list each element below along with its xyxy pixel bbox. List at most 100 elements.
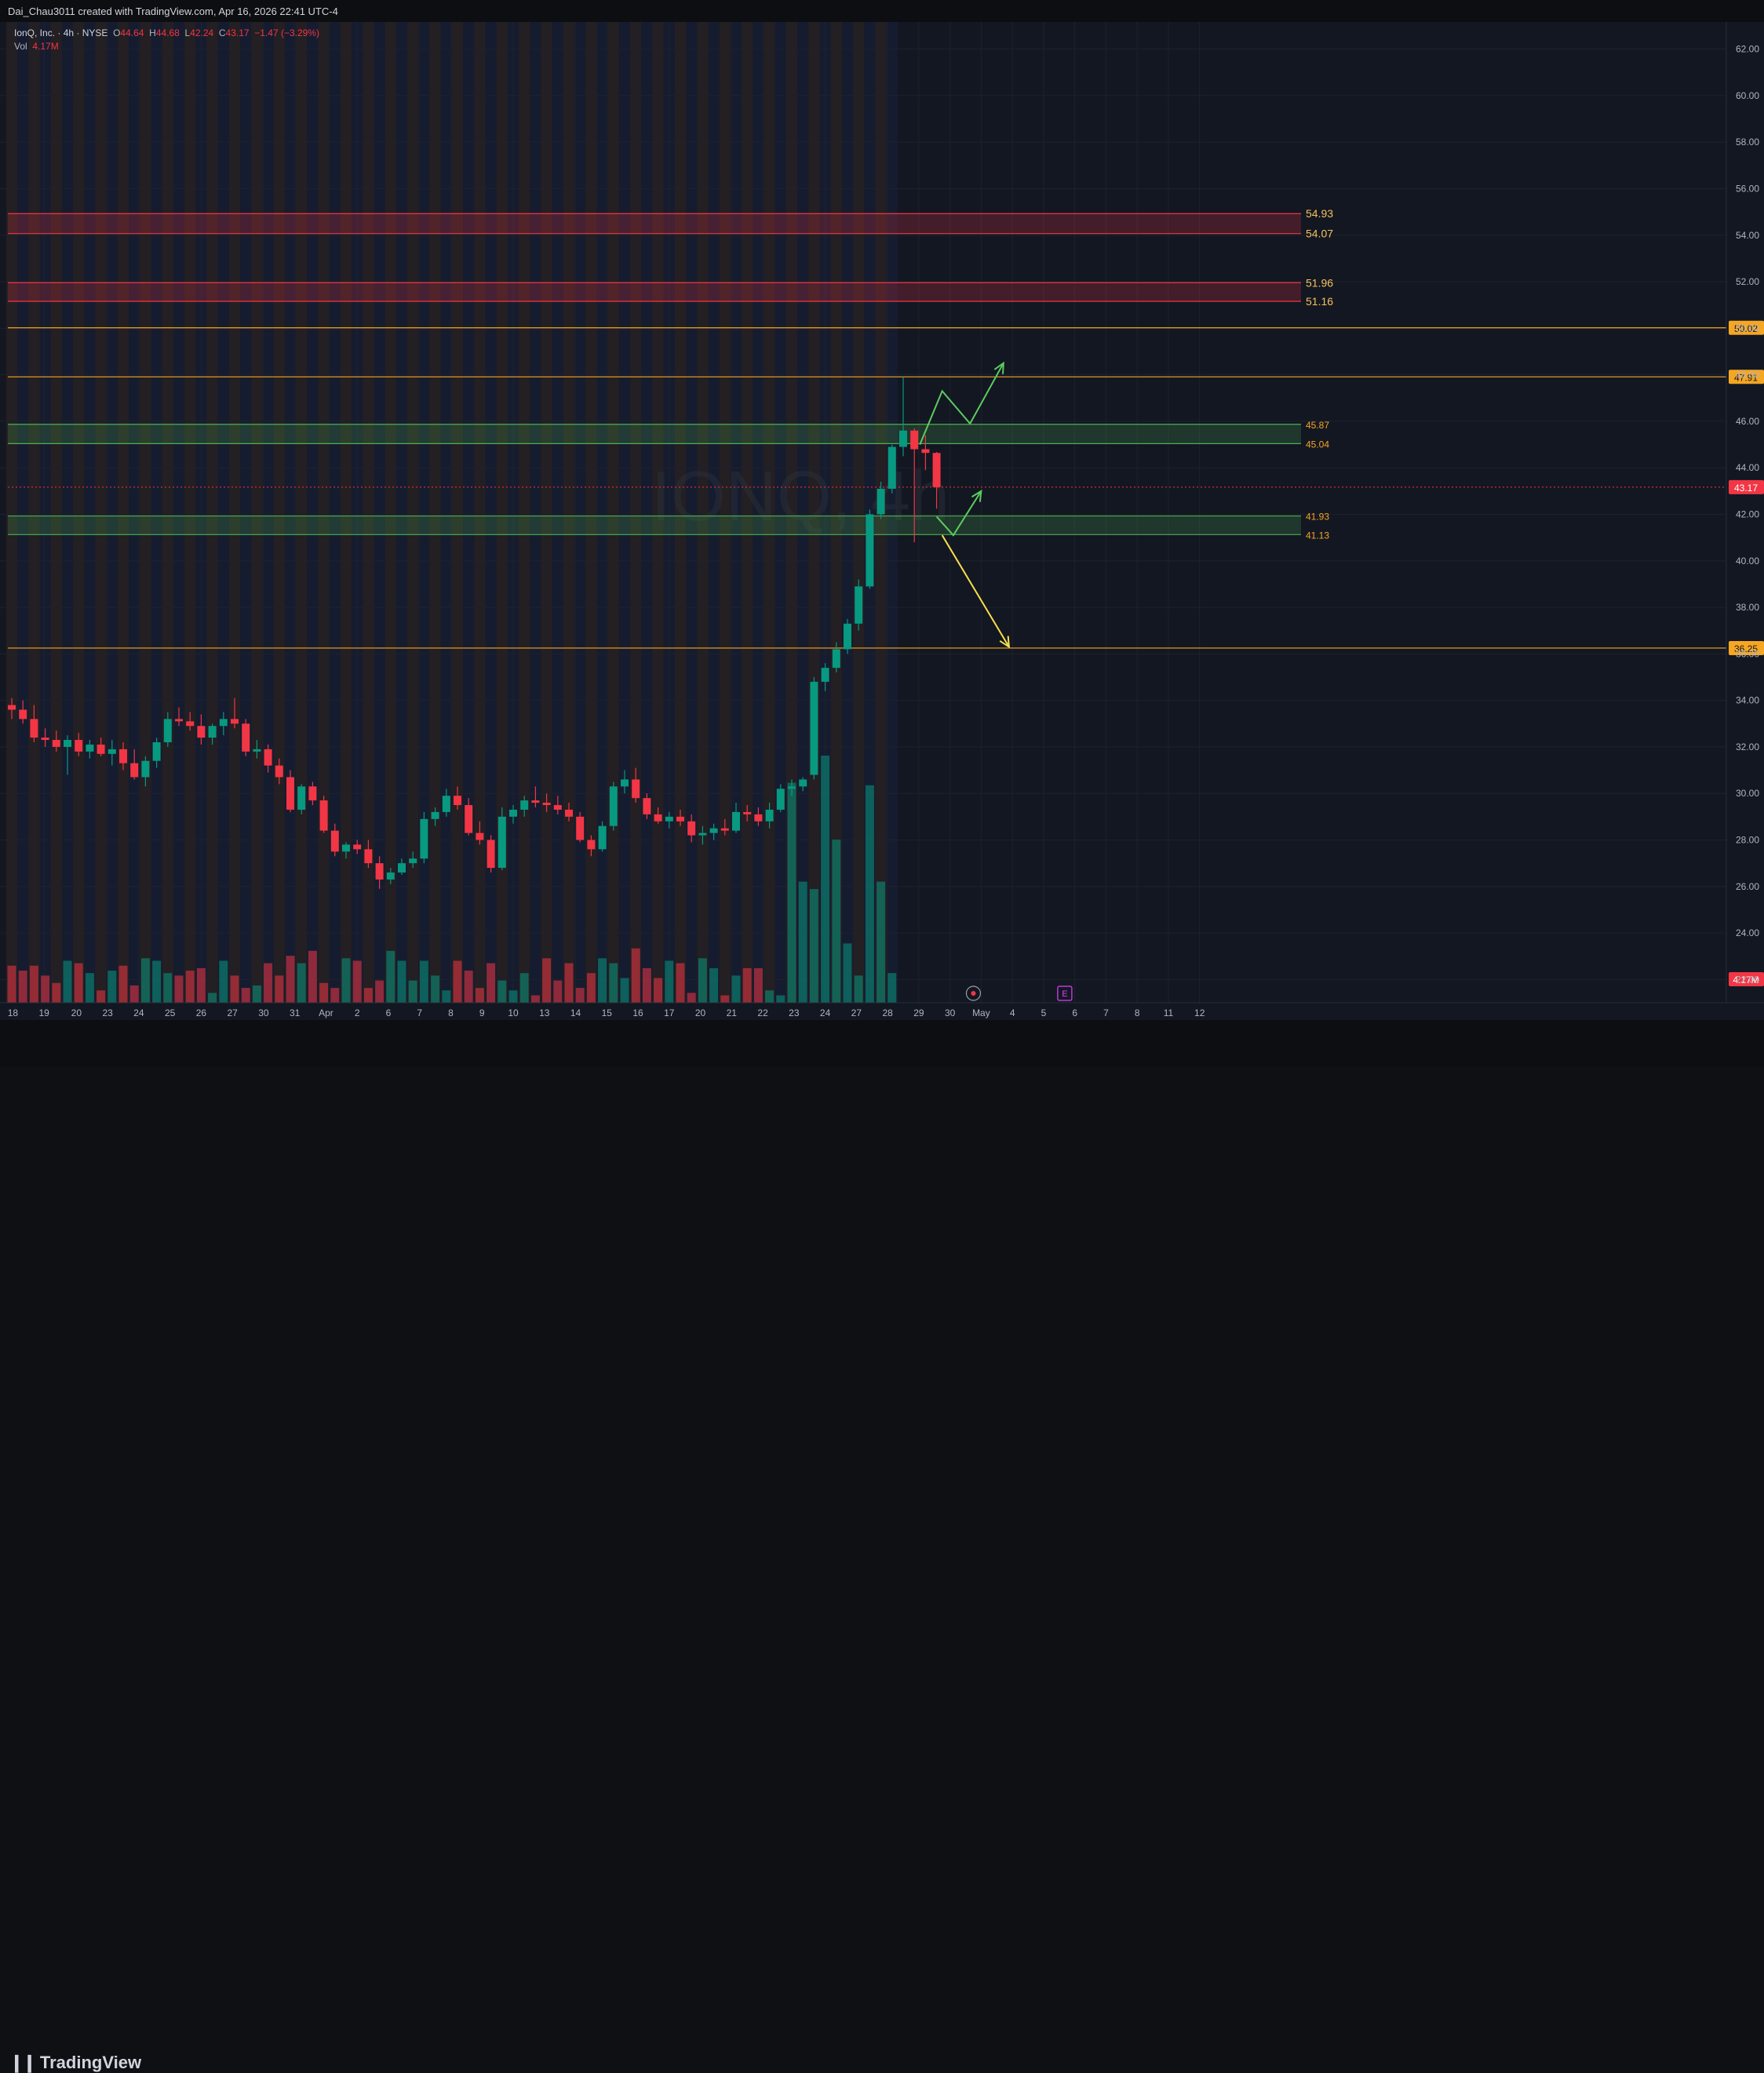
- time-tick-label: 21: [727, 1007, 738, 1018]
- volume-bar: [731, 975, 741, 1003]
- candle-body: [776, 789, 785, 810]
- price-tick-label: 22.00: [1736, 974, 1759, 985]
- volume-bar: [698, 958, 707, 1003]
- zone-support: [8, 516, 1301, 535]
- scenario-path: [941, 534, 1010, 647]
- candle-body: [242, 723, 250, 752]
- volume-bar: [598, 958, 607, 1003]
- candle-body: [665, 816, 673, 822]
- dividend-marker-dot: [971, 991, 976, 996]
- price-tick-label: 38.00: [1736, 602, 1759, 613]
- volume-bar: [397, 960, 406, 1003]
- candle-body: [698, 832, 707, 836]
- volume-bar: [63, 960, 72, 1003]
- time-tick-label: 13: [539, 1007, 550, 1018]
- symbol-name: IonQ, Inc. · 4h · NYSE: [14, 27, 108, 38]
- candlestick-series: [8, 377, 941, 889]
- volume-bar: [241, 988, 250, 1003]
- candle-body: [208, 726, 217, 738]
- time-tick-label: 8: [1135, 1007, 1140, 1018]
- created-by-text: Dai_Chau3011 created with TradingView.co…: [8, 5, 338, 17]
- time-tick-label: 18: [8, 1007, 19, 1018]
- candle-body: [119, 749, 127, 763]
- session-band: [95, 22, 107, 1003]
- candle-body: [576, 816, 585, 840]
- candle-body: [342, 844, 350, 852]
- time-tick-label: 24: [820, 1007, 831, 1018]
- price-tick-label: 40.00: [1736, 556, 1759, 567]
- key-levels: 50.02 47.91 36.25 43.17 4.17M: [8, 320, 1764, 986]
- session-band: [674, 22, 687, 1003]
- volume-bar: [208, 993, 217, 1003]
- key-level-label: 36.25: [1734, 643, 1758, 654]
- candle-body: [197, 726, 206, 738]
- candle-body: [654, 814, 662, 822]
- candle-body: [932, 453, 941, 487]
- candle-body: [219, 719, 228, 727]
- volume-bar: [375, 980, 385, 1003]
- session-band: [652, 22, 664, 1003]
- time-tick-label: 28: [882, 1007, 893, 1018]
- zone-bottom-label: 41.13: [1306, 530, 1329, 541]
- zone-resistance: [8, 213, 1301, 234]
- scenario-arrows: [919, 361, 1011, 649]
- tradingview-logo[interactable]: ❙❙ TradingView: [9, 2053, 141, 2073]
- session-band: [451, 22, 464, 1003]
- volume-bar: [821, 756, 830, 1003]
- symbol-legend: IonQ, Inc. · 4h · NYSE O44.64 H44.68 L42…: [14, 27, 319, 53]
- candle-body: [30, 719, 38, 738]
- tradingview-chart-screenshot: Dai_Chau3011 created with TradingView.co…: [0, 5, 1764, 2072]
- session-band: [841, 22, 854, 1003]
- brand-name: TradingView: [39, 2053, 142, 2072]
- candle-body: [152, 742, 161, 761]
- session-band: [318, 22, 330, 1003]
- price-chart[interactable]: IONQ, 4h 54.93 54.07 51.96 51.16 45.87 45.04 4…: [0, 22, 1764, 1020]
- candle-body: [8, 705, 16, 710]
- zone-top-label: 45.87: [1306, 420, 1329, 431]
- session-band: [17, 22, 29, 1003]
- session-band: [541, 22, 552, 1003]
- time-tick-label: 16: [632, 1007, 643, 1018]
- time-tick-label: 19: [39, 1007, 50, 1018]
- time-tick-label: 7: [417, 1007, 422, 1018]
- candle-body: [743, 811, 752, 814]
- candle-body: [41, 738, 49, 741]
- session-band: [686, 22, 698, 1003]
- time-axis[interactable]: 18 19 20 23 24 25 26 27 30 31 Apr 2 6 7 8 9 10 13 14 15 16 17…: [0, 1002, 1764, 1018]
- close-label: C: [218, 27, 226, 38]
- candle-body: [420, 818, 428, 859]
- price-axis[interactable]: 22.00 24.00 26.00 28.00 30.00 32.00 34.00 36.00…: [1726, 22, 1759, 1003]
- session-band: [395, 22, 408, 1003]
- volume-bar: [832, 840, 841, 1003]
- time-tick-label: 10: [508, 1007, 519, 1018]
- time-tick-label: Apr: [319, 1007, 333, 1018]
- candle-body: [364, 849, 373, 864]
- last-volume-label: 4.17M: [1733, 975, 1759, 985]
- volume-bar: [709, 967, 719, 1003]
- candle-body: [130, 763, 139, 778]
- time-tick-label: 5: [1041, 1007, 1047, 1018]
- scenario-path: [919, 363, 1004, 445]
- candle-body: [855, 586, 863, 624]
- time-tick-label: 23: [789, 1007, 800, 1018]
- candle-body: [821, 668, 829, 682]
- candle-body: [186, 721, 195, 727]
- volume-bar: [787, 782, 796, 1003]
- time-tick-label: 8: [448, 1007, 454, 1018]
- key-level-badge: [1729, 640, 1764, 655]
- volume-bar: [676, 963, 685, 1003]
- session-band: [708, 22, 720, 1003]
- candle-body: [64, 740, 71, 747]
- volume-bar: [765, 990, 774, 1003]
- candle-body: [720, 828, 729, 831]
- candle-body: [264, 749, 272, 766]
- candle-body: [887, 446, 896, 489]
- time-tick-label: 20: [695, 1007, 706, 1018]
- candle-body: [520, 800, 529, 810]
- price-tick-label: 46.00: [1736, 416, 1759, 427]
- volume-bar: [174, 975, 184, 1003]
- candle-body: [442, 796, 450, 812]
- session-band: [697, 22, 709, 1003]
- zone-resistance: [8, 282, 1301, 301]
- volume-bar: [654, 978, 663, 1003]
